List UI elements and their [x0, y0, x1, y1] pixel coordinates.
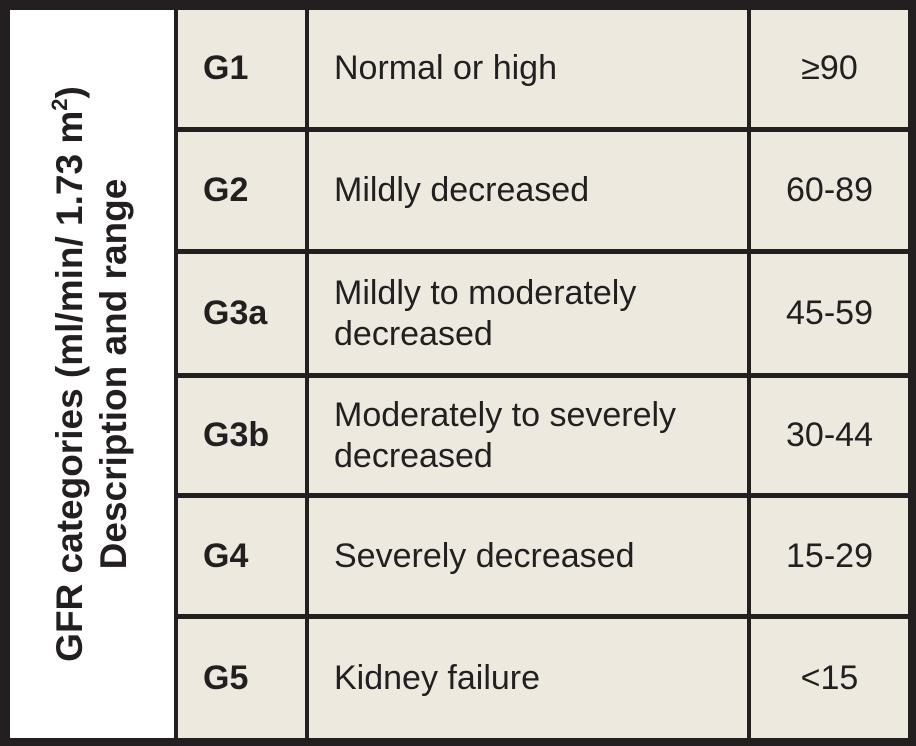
- table-body: G1 Normal or high ≥90 G2 Mildly decrease…: [178, 10, 908, 738]
- category-description: Severely decreased: [309, 498, 747, 614]
- header-cell: GFR categories (ml/min/ 1.73 m2) Descrip…: [10, 10, 174, 738]
- category-description: Normal or high: [309, 10, 747, 127]
- category-range: <15: [751, 619, 908, 738]
- header-line-2: Description and range: [93, 178, 134, 570]
- category-description: Kidney failure: [309, 619, 747, 738]
- category-range: 45-59: [751, 254, 908, 373]
- header-line-1-prefix: GFR categories (ml/min/ 1.73 m: [49, 110, 90, 662]
- header-line-1: GFR categories (ml/min/ 1.73 m2): [46, 24, 92, 724]
- category-code: G3a: [178, 254, 305, 373]
- header-line-1-suffix: ): [49, 86, 90, 99]
- category-description: Moderately to severely decreased: [309, 378, 747, 493]
- header-text: GFR categories (ml/min/ 1.73 m2) Descrip…: [46, 24, 136, 724]
- category-range: 15-29: [751, 498, 908, 614]
- table-row: G3a Mildly to moderately decreased 45-59: [178, 254, 908, 373]
- category-code: G1: [178, 10, 305, 127]
- category-description: Mildly to moderately decreased: [309, 254, 747, 373]
- header-line-1-superscript: 2: [46, 98, 72, 111]
- category-code: G4: [178, 498, 305, 614]
- category-code: G3b: [178, 378, 305, 493]
- category-range: 30-44: [751, 378, 908, 493]
- category-range: ≥90: [751, 10, 908, 127]
- table-row: G4 Severely decreased 15-29: [178, 498, 908, 614]
- table-row: G5 Kidney failure <15: [178, 619, 908, 738]
- category-description: Mildly decreased: [309, 132, 747, 249]
- table-row: G3b Moderately to severely decreased 30-…: [178, 378, 908, 493]
- category-range: 60-89: [751, 132, 908, 249]
- table-row: G2 Mildly decreased 60-89: [178, 132, 908, 249]
- category-code: G2: [178, 132, 305, 249]
- category-code: G5: [178, 619, 305, 738]
- table-row: G1 Normal or high ≥90: [178, 10, 908, 127]
